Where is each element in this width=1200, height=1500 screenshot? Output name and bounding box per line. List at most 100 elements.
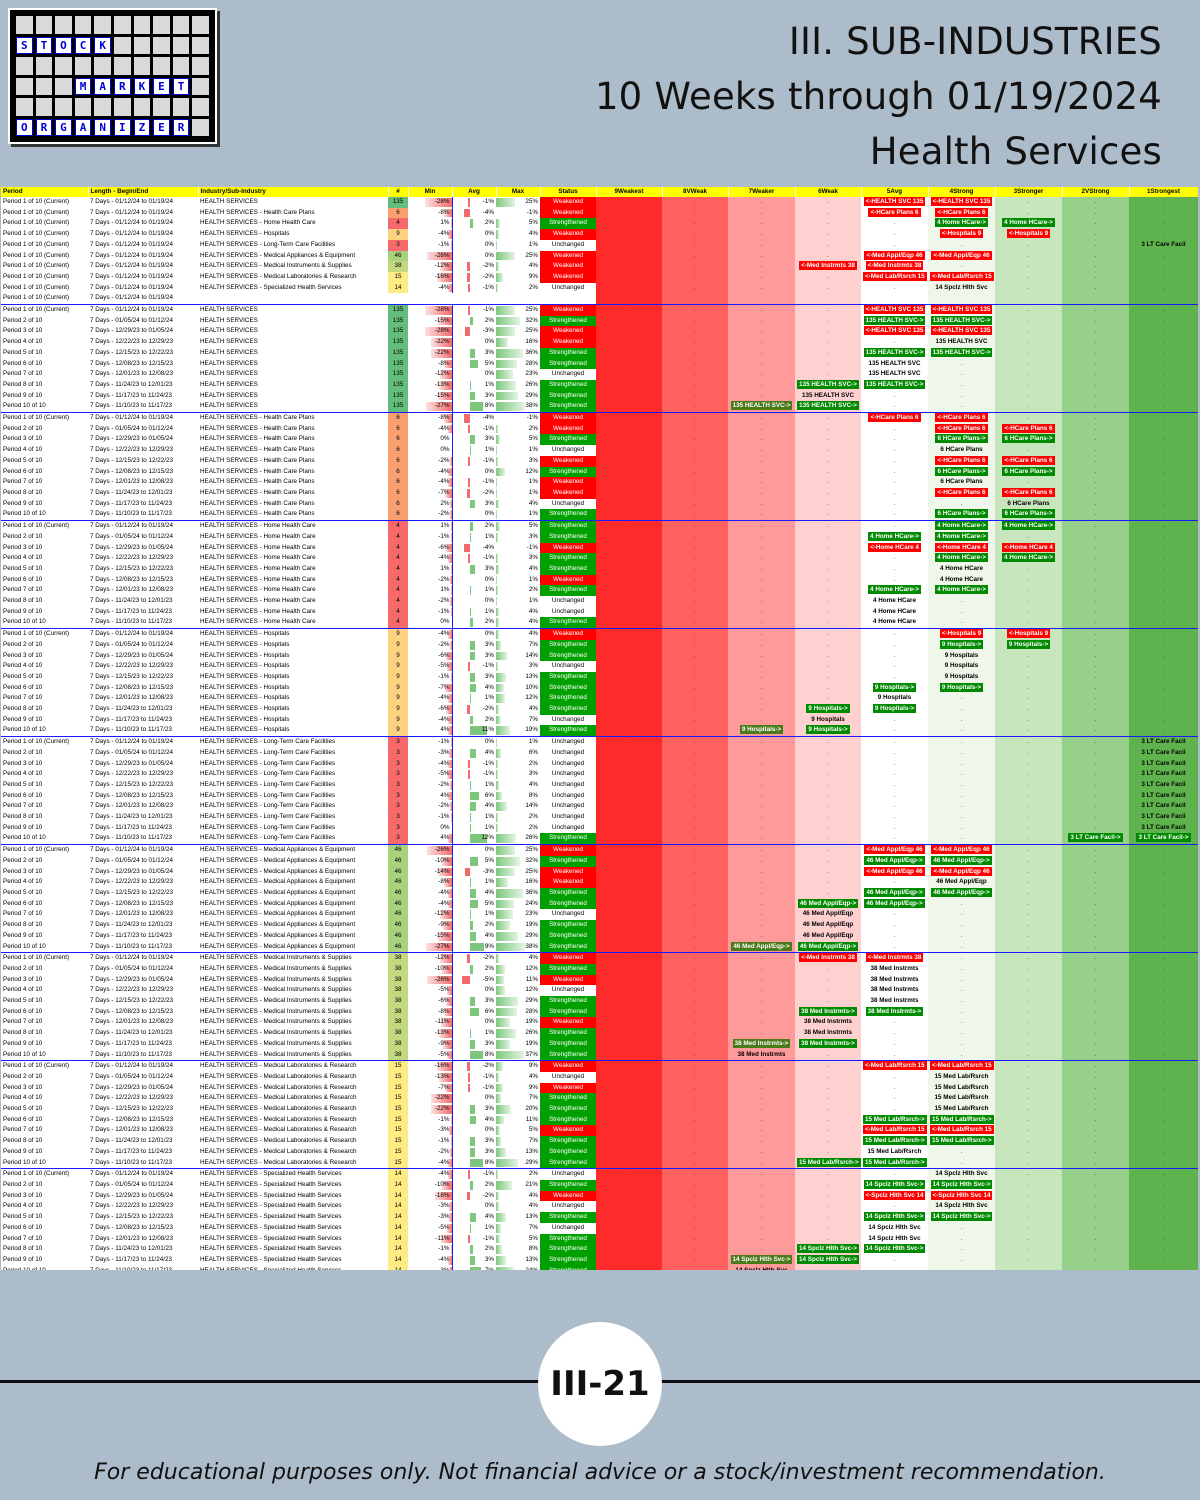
category-cell-7weaker: 14 Spclz Hlth Svc: [728, 1265, 795, 1270]
industry-cell: HEALTH SERVICES - Hospitals: [200, 651, 290, 659]
category-cell-3stronger: .: [995, 855, 1062, 867]
min-cell: -11%: [408, 1234, 452, 1245]
length-cell: 7 Days - 11/24/23 to 12/01/23: [90, 705, 173, 713]
category-cell-4strong: .: [928, 930, 995, 942]
category-cell-7weaker: 9 Hospitals->: [728, 725, 795, 737]
category-cell-4strong: .: [928, 898, 995, 910]
max-bar: [496, 878, 509, 887]
category-cell-3stronger: .: [995, 1146, 1062, 1158]
category-cell-5avg: <-HCare Plans 6: [861, 412, 928, 424]
category-cell-1strongest: .: [1129, 888, 1198, 899]
avg-value: 9%: [484, 942, 494, 950]
category-cell-8vweak: .: [662, 434, 728, 446]
max-value: 19%: [525, 1018, 538, 1026]
table-row: Period 6 of 10 7 Days - 12/08/23 to 12/15…: [1, 1222, 1198, 1234]
max-cell: 25%: [496, 304, 540, 316]
category-cell-4strong: 4 Home HCare->: [928, 531, 995, 543]
max-value: 4%: [528, 1072, 538, 1080]
category-cell-1strongest: .: [1129, 855, 1198, 867]
column-header[interactable]: 2VStrong: [1062, 187, 1130, 197]
category-cell-5avg: .: [861, 390, 928, 402]
category-cell-7weaker: .: [728, 606, 795, 618]
category-cell-2vstrong: .: [1062, 1179, 1129, 1191]
category-cell-5avg: 14 Spclz Hlth Svc->: [861, 1244, 928, 1255]
max-bar: [496, 726, 511, 736]
table-row: Period 3 of 10 7 Days - 12/29/23 to 01/05…: [1, 326, 1198, 338]
category-cell-3stronger: .: [995, 714, 1062, 726]
avg-cell: 1%: [451, 1222, 496, 1234]
category-label: 38 Med Instrmts: [870, 986, 919, 994]
column-header[interactable]: Length - Begin/End: [88, 187, 199, 197]
column-header[interactable]: 5Avg: [861, 187, 929, 197]
column-header[interactable]: Industry/Sub-Industry: [198, 187, 389, 197]
avg-cell: 8%: [451, 1157, 496, 1169]
category-cell-5avg: .: [861, 337, 928, 348]
column-header[interactable]: Status: [540, 187, 597, 197]
min-value: -4%: [438, 1170, 450, 1178]
length-cell: 7 Days - 12/29/23 to 01/05/24: [90, 327, 173, 335]
category-cell-3stronger: .: [995, 326, 1062, 338]
category-cell-2vstrong: .: [1062, 271, 1129, 283]
category-cell-6weak: 9 Hospitals->: [795, 704, 861, 715]
avg-bar: [469, 1050, 483, 1060]
column-header[interactable]: 3Stronger: [995, 187, 1063, 197]
category-cell-6weak: 38 Med Instrmts: [795, 1028, 861, 1039]
min-cell: -22%: [408, 1093, 452, 1104]
category-cell-7weaker: .: [728, 379, 795, 391]
min-value: -6%: [438, 651, 450, 659]
column-header[interactable]: 1Strongest: [1129, 187, 1198, 197]
column-header[interactable]: 9Weakest: [596, 187, 663, 197]
category-label: 46 Med Appl/Eqp->: [931, 888, 992, 897]
min-cell: -10%: [408, 1180, 452, 1191]
avg-value: 3%: [484, 391, 494, 399]
max-cell: 2%: [496, 812, 540, 823]
table-row: Period 4 of 10 7 Days - 12/22/23 to 12/29…: [1, 877, 1198, 888]
count-cell: 14: [388, 1254, 408, 1266]
column-header[interactable]: Avg: [452, 187, 497, 197]
category-label: <-HCare Plans 6: [868, 413, 921, 423]
category-cell-2vstrong: .: [1062, 779, 1129, 791]
category-cell-9weakest: .: [596, 952, 662, 964]
category-cell-5avg: <-HCare Plans 6: [861, 207, 928, 219]
category-cell-2vstrong: .: [1062, 1233, 1129, 1245]
column-header[interactable]: 6Weak: [795, 187, 862, 197]
column-header[interactable]: 4Strong: [928, 187, 996, 197]
count-cell: 46: [388, 909, 408, 921]
table-row: Period 7 of 10 7 Days - 12/01/23 to 12/08…: [1, 477, 1198, 488]
category-label: <-HCare Plans 6: [935, 487, 988, 497]
table-row: Period 6 of 10 7 Days - 12/08/23 to 12/15…: [1, 1114, 1198, 1126]
category-cell-9weakest: .: [596, 585, 662, 597]
avg-bar: [469, 380, 472, 390]
min-value: 1%: [440, 522, 450, 530]
category-cell-5avg: .: [861, 661, 928, 672]
column-header[interactable]: 7Weaker: [728, 187, 796, 197]
column-header[interactable]: Period: [1, 187, 89, 197]
category-label: 38 Med Instrmts: [804, 1029, 852, 1037]
category-cell-6weak: .: [795, 1104, 861, 1115]
min-cell: -5%: [408, 985, 452, 996]
length-cell: 7 Days - 11/17/23 to 11/24/23: [90, 715, 173, 723]
status-cell: Strengthened: [540, 509, 596, 521]
logo-letter-tile: R: [172, 118, 190, 136]
category-cell-3stronger: .: [995, 412, 1062, 424]
category-cell-1strongest: .: [1129, 531, 1198, 543]
column-header[interactable]: Min: [408, 187, 453, 197]
min-value: -22%: [434, 1105, 450, 1113]
status-cell: Strengthened: [540, 466, 596, 478]
status-cell: Strengthened: [540, 401, 596, 413]
column-header[interactable]: 8VWeak: [662, 187, 729, 197]
column-header[interactable]: Max: [496, 187, 541, 197]
length-cell: 7 Days - 11/24/23 to 12/01/23: [90, 488, 173, 496]
category-cell-6weak: .: [795, 1201, 861, 1213]
category-cell-1strongest: .: [1129, 628, 1198, 640]
max-cell: 4%: [496, 1072, 540, 1083]
category-cell-6weak: 135 HEALTH SVC->: [795, 401, 861, 413]
table-row: Period 9 of 10 7 Days - 11/17/23 to 11/24…: [1, 714, 1198, 726]
category-cell-5avg: .: [861, 1254, 928, 1266]
max-cell: 3%: [496, 553, 540, 564]
category-label: 38 Med Instrmts->: [799, 1038, 857, 1048]
min-bar: [446, 1223, 452, 1233]
category-label: 15 Med Lab/Rsrch: [934, 1083, 989, 1091]
period-cell: Period 10 of 10: [3, 834, 46, 842]
column-header[interactable]: #: [388, 187, 409, 197]
